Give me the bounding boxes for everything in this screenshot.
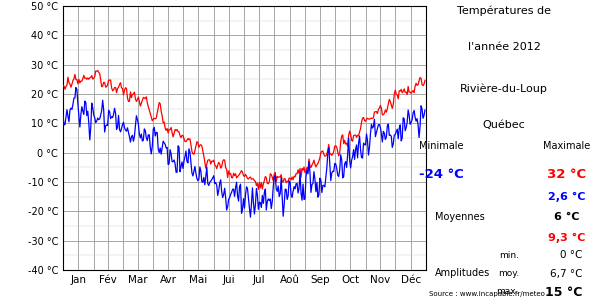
Text: Source : www.incapable.fr/meteo: Source : www.incapable.fr/meteo: [429, 291, 545, 297]
Text: max.: max.: [497, 286, 519, 296]
Text: min.: min.: [499, 250, 519, 260]
Text: 6,7 °C: 6,7 °C: [550, 268, 582, 278]
Text: Températures de: Températures de: [457, 6, 551, 16]
Text: Amplitudes: Amplitudes: [435, 268, 490, 278]
Text: Québec: Québec: [482, 120, 526, 130]
Text: 15 °C: 15 °C: [545, 286, 582, 299]
Text: 32 °C: 32 °C: [547, 168, 587, 181]
Text: -24 °C: -24 °C: [419, 168, 463, 181]
Text: l'année 2012: l'année 2012: [467, 42, 541, 52]
Text: 0 °C: 0 °C: [560, 250, 582, 260]
Text: 2,6 °C: 2,6 °C: [548, 192, 586, 202]
Text: Maximale: Maximale: [544, 141, 590, 151]
Text: 9,3 °C: 9,3 °C: [548, 232, 586, 243]
Text: moy.: moy.: [498, 268, 519, 278]
Text: Rivière-du-Loup: Rivière-du-Loup: [460, 84, 548, 94]
Text: 6 °C: 6 °C: [554, 212, 580, 221]
Text: Moyennes: Moyennes: [435, 212, 485, 221]
Text: Minimale: Minimale: [419, 141, 463, 151]
